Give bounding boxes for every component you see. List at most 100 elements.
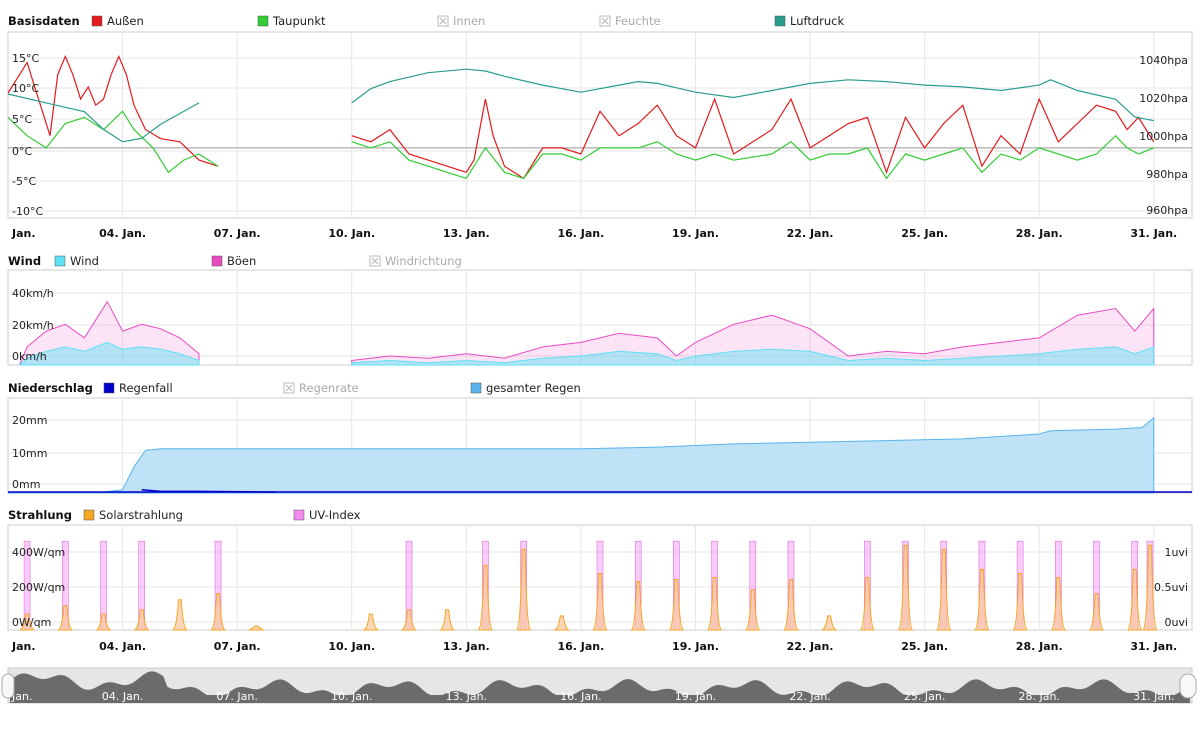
legend-item-innen[interactable]: Innen [437,14,485,28]
y-tick-label: 0mm [12,478,40,491]
legend-item-wind[interactable]: Wind [54,254,99,268]
y-tick-label: 40km/h [12,287,54,300]
solar-peak [249,625,264,631]
y-axis-labels: 400W/qm 200W/qm 0W/qm 1uvi 0.5uvi 0uvi [12,546,1188,629]
legend-item-regenrate[interactable]: Regenrate [283,381,359,395]
legend-swatch [211,255,223,267]
panel-basisdaten [7,31,1193,219]
y-tick-label: 0km/h [12,350,47,363]
series-böen-area-2 [351,307,1155,366]
x-tick-label: Jan. [11,640,36,653]
x-tick-label: 28. Jan. [1016,640,1063,653]
solar-peak [172,599,188,631]
navigator-series [10,671,1190,703]
legend-cross-icon [439,17,447,25]
legend-item-solarstrahlung[interactable]: Solarstrahlung [83,508,183,522]
solar-peak [974,568,990,631]
solar-peak [936,548,952,631]
legend-label: Windrichtung [385,254,462,268]
panel-title: Wind [8,254,41,268]
x-tick-label: 28. Jan. [1016,227,1063,240]
navigator-tick-label: 07. Jan. [216,690,257,703]
y-tick-label: 15°C [12,52,39,65]
legend-item-feuchte[interactable]: Feuchte [599,14,661,28]
legend-swatch [103,382,115,394]
legend-item-uv-index[interactable]: UV-Index [293,508,361,522]
legend-swatch [91,15,103,27]
solar-peak [96,613,111,631]
navigator-right-handle[interactable] [1179,673,1197,699]
y-tick-label: 200W/qm [12,581,65,594]
legend-label: Luftdruck [790,14,844,28]
legend-label: Regenfall [119,381,173,395]
solar-peak [439,609,455,631]
y-axis-labels: 40km/h 20km/h 0km/h [12,287,54,363]
solar-peak [516,548,532,631]
solar-peak [821,615,837,631]
x-axis-labels: Jan. 04. Jan. 07. Jan. 10. Jan. 13. Jan. 16. … [11,227,1177,240]
x-tick-label: 10. Jan. [328,640,375,653]
series-luftdruck-line-2 [351,68,1154,122]
solar-peak [478,564,493,631]
legend-swatch [470,382,482,394]
legend-cross-icon [601,17,609,25]
solar-peak [1012,572,1028,631]
legend-label: Böen [227,254,256,268]
navigator-tick-label: Jan. [11,690,32,703]
legend-item-taupunkt[interactable]: Taupunkt [257,14,326,28]
y-tick-label: 10°C [12,82,39,95]
y-right-tick-label: 960hpa [1146,204,1188,217]
solar-peak [592,572,608,631]
legend-item-böen[interactable]: Böen [211,254,256,268]
x-tick-label: 31. Jan. [1130,227,1177,240]
x-tick-label: 31. Jan. [1130,640,1177,653]
legend-item-gesamter-regen[interactable]: gesamter Regen [470,381,581,395]
x-tick-label: 07. Jan. [214,640,261,653]
legend-swatch [293,509,305,521]
legend-label: Feuchte [615,14,661,28]
legend-item-windrichtung[interactable]: Windrichtung [369,254,462,268]
y-tick-label: -10°C [12,205,43,218]
legend-item-außen[interactable]: Außen [91,14,144,28]
solar-peak [134,609,149,631]
legend-label: Solarstrahlung [99,508,183,522]
solar-peak [707,577,722,631]
solar-peak [554,615,570,631]
solar-peak [783,579,799,631]
legend-basisdaten: Basisdaten Außen Taupunkt Innen Feuchte Luftd… [8,14,844,28]
legend-label: gesamter Regen [486,381,581,395]
x-tick-label: Jan. [11,227,36,240]
legend-swatch [83,509,95,521]
navigator-tick-label: 25. Jan. [904,690,945,703]
panel-title: Niederschlag [8,381,93,395]
solar-peak [1050,577,1066,631]
navigator-tick-label: 19. Jan. [675,690,716,703]
legend-strahlung: Strahlung Solarstrahlung UV-Index [8,508,361,522]
x-tick-label: 13. Jan. [443,227,490,240]
navigator-tick-label: 10. Jan. [331,690,372,703]
solar-peak [669,579,684,631]
range-navigator[interactable]: Jan. 04. Jan. 07. Jan. 10. Jan. 13. Jan. 16. … [1,667,1197,704]
x-tick-label: 07. Jan. [214,227,261,240]
solar-peak [859,577,875,631]
navigator-tick-label: 22. Jan. [789,690,830,703]
y-tick-label: 0W/qm [12,616,51,629]
panel-strahlung [7,524,1193,631]
legend-item-luftdruck[interactable]: Luftdruck [774,14,844,28]
legend-cross-icon [285,384,293,392]
y-right-tick-label: 1020hpa [1139,92,1188,105]
navigator-left-handle[interactable] [1,673,15,699]
y-axis-labels: 20mm 10mm 0mm [12,414,47,491]
x-tick-label: 04. Jan. [99,227,146,240]
series-gesamter-regen-area [8,416,1155,494]
legend-label: Außen [107,14,144,28]
series-luftdruck-line [7,93,200,143]
legend-label: Wind [70,254,99,268]
x-tick-label: 19. Jan. [672,227,719,240]
legend-niederschlag: Niederschlag Regenfall Regenrate gesamter R… [8,381,581,395]
legend-item-regenfall[interactable]: Regenfall [103,381,173,395]
x-tick-label: 16. Jan. [557,227,604,240]
y-right-tick-label: 1000hpa [1139,130,1188,143]
legend-cross-icon [371,257,379,265]
